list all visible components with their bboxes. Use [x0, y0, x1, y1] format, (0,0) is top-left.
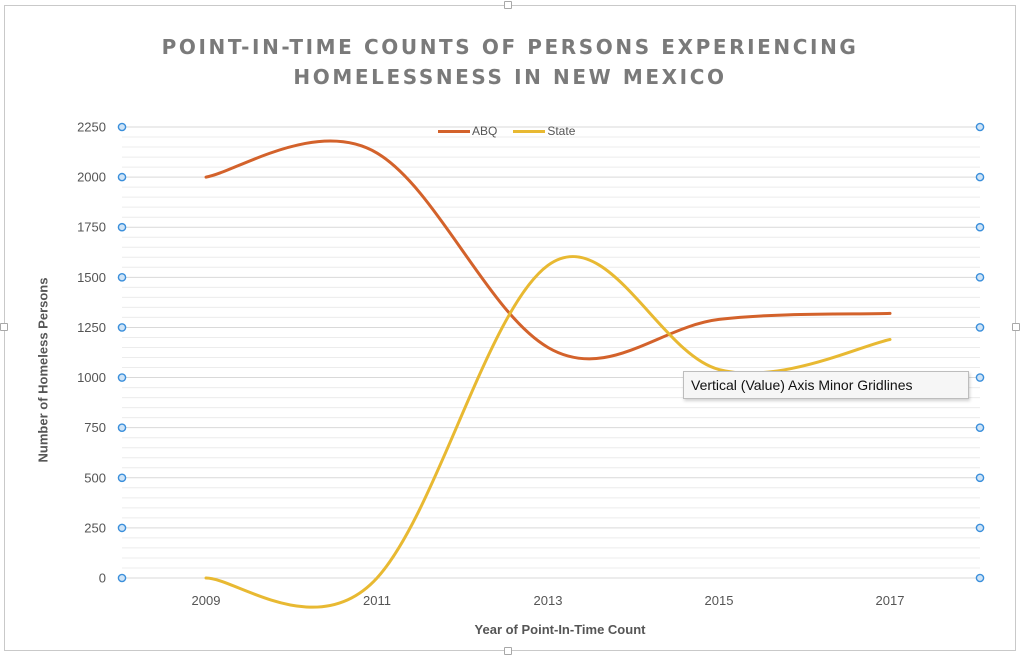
gridline-selection-handle[interactable]: [975, 523, 985, 533]
gridline-selection-handle[interactable]: [117, 222, 127, 232]
y-tick-label: 1500: [77, 270, 106, 285]
major-gridlines: [122, 126, 980, 579]
gridline-selection-handle[interactable]: [975, 273, 985, 282]
gridline-selection-handles: [117, 122, 985, 583]
minor-gridlines: [122, 136, 980, 569]
gridline-selection-handle[interactable]: [975, 573, 985, 583]
chart-area-frame[interactable]: [4, 5, 1016, 651]
legend[interactable]: ABQ State: [438, 124, 575, 138]
gridline-selection-handle[interactable]: [975, 423, 985, 432]
gridline-selection-handle[interactable]: [975, 222, 985, 232]
legend-label-abq: ABQ: [472, 124, 498, 138]
gridline-selection-handle[interactable]: [117, 122, 127, 132]
y-axis-tick-labels: 0 250 500 750 1000 1250 1500 1750 2000 2250: [77, 120, 106, 586]
gridline-selection-handle[interactable]: [117, 172, 127, 182]
y-tick-label: 2250: [77, 120, 106, 135]
x-tick-label: 2013: [534, 593, 563, 608]
gridline-selection-handle[interactable]: [975, 122, 985, 132]
y-tick-label: 2000: [77, 170, 106, 185]
tooltip: Vertical (Value) Axis Minor Gridlines: [683, 371, 969, 399]
gridline-selection-handle[interactable]: [117, 573, 127, 583]
gridline-selection-handle[interactable]: [117, 323, 127, 332]
gridline-selection-handle[interactable]: [975, 473, 985, 483]
y-tick-label: 1250: [77, 320, 106, 335]
series-line-state[interactable]: [204, 255, 892, 609]
y-tick-label: 1750: [77, 220, 106, 235]
gridline-selection-handle[interactable]: [975, 172, 985, 182]
x-tick-label: 2017: [876, 593, 905, 608]
gridline-selection-handle[interactable]: [975, 323, 985, 332]
y-tick-label: 1000: [77, 370, 106, 385]
gridline-selection-handle[interactable]: [117, 273, 127, 282]
y-tick-label: 0: [99, 571, 106, 586]
resize-handle-left[interactable]: [0, 323, 8, 331]
resize-handle-bottom[interactable]: [504, 647, 512, 655]
gridline-selection-handle[interactable]: [117, 423, 127, 432]
y-axis-label[interactable]: Number of Homeless Persons: [35, 277, 51, 463]
x-axis-tick-labels: 2009 2011 2013 2015 2017: [192, 593, 905, 608]
chart-title[interactable]: POINT-IN-TIME COUNTS OF PERSONS EXPERIEN…: [161, 35, 859, 89]
series-line-abq[interactable]: [204, 139, 892, 361]
y-tick-label: 250: [84, 520, 106, 535]
x-tick-label: 2015: [705, 593, 734, 608]
y-tick-label: 750: [84, 420, 106, 435]
legend-swatch-abq: [438, 129, 470, 133]
gridline-selection-handle[interactable]: [117, 473, 127, 483]
gridline-selection-handle[interactable]: [117, 523, 127, 533]
legend-swatch-state: [513, 129, 546, 133]
resize-handle-top[interactable]: [504, 1, 512, 9]
y-tick-label: 500: [84, 470, 106, 485]
legend-label-state: State: [547, 124, 576, 138]
x-axis-label[interactable]: Year of Point-In-Time Count: [474, 622, 646, 637]
gridline-selection-handle[interactable]: [117, 373, 127, 382]
gridline-selection-handle[interactable]: [975, 373, 985, 382]
x-tick-label: 2009: [192, 593, 221, 608]
resize-handle-right[interactable]: [1012, 323, 1020, 331]
x-tick-label: 2011: [363, 593, 391, 608]
